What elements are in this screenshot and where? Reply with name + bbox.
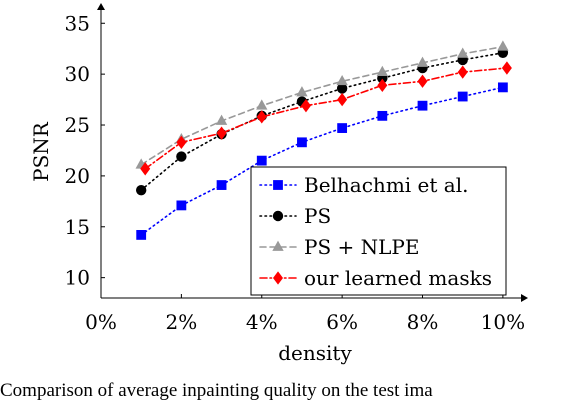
data-point [336, 74, 348, 86]
legend-marker [273, 271, 283, 285]
series-line [144, 67, 508, 170]
legend-marker [272, 210, 284, 222]
data-point [297, 137, 307, 148]
figure-caption: Comparison of average inpainting quality… [0, 381, 433, 400]
psnr-density-chart: 0% 2% 4% 6% 8% 10% 10 15 20 25 30 35 Belhachmi et a… [29, 3, 528, 365]
series-4 [140, 61, 512, 176]
series-3 [135, 40, 509, 169]
data-point [497, 82, 508, 93]
data-point [457, 47, 469, 58]
data-point [256, 110, 267, 124]
legend-entry: PS [259, 204, 331, 228]
x-tick-label: 2% [166, 310, 198, 334]
data-point [216, 126, 227, 140]
legend-entry: our learned masks [259, 266, 492, 290]
legend-marker [272, 240, 284, 251]
legend-label: PS [304, 204, 331, 228]
y-tick-label: 30 [65, 62, 90, 86]
x-tick-label: 10% [481, 310, 525, 334]
data-point [501, 61, 512, 75]
data-point [176, 200, 187, 211]
y-tick-label: 20 [65, 164, 90, 188]
data-point [256, 155, 267, 166]
y-axis-label: PSNR [29, 121, 53, 182]
x-tick-label: 8% [407, 310, 439, 334]
series-line [140, 51, 504, 191]
data-point [417, 74, 428, 88]
data-point [417, 100, 428, 111]
data-point [136, 230, 147, 240]
legend-entry: PS + NLPE [259, 235, 419, 259]
x-axis-label: density [278, 341, 352, 365]
data-point [377, 110, 388, 121]
legend-label: our learned masks [304, 266, 492, 290]
data-point [135, 184, 147, 196]
y-tick-label: 15 [65, 215, 90, 239]
data-point [215, 114, 228, 125]
y-tick-label: 10 [65, 266, 90, 290]
data-point [337, 92, 348, 107]
legend-box [250, 166, 507, 296]
x-tick-label: 6% [326, 310, 358, 334]
data-point [140, 162, 151, 176]
data-point [376, 65, 389, 77]
legend-label: PS + NLPE [304, 235, 419, 259]
series-1 [136, 82, 508, 240]
data-point [377, 78, 388, 93]
data-point [497, 40, 509, 51]
x-tick-label: 4% [246, 310, 278, 334]
legend-marker [273, 180, 283, 190]
data-point [300, 99, 311, 113]
legend-label: Belhachmi et al. [304, 173, 468, 197]
legend-entry: Belhachmi et al. [259, 173, 468, 197]
y-tick-label: 35 [65, 11, 90, 35]
data-point [337, 123, 348, 133]
data-point [176, 151, 187, 162]
data-point [296, 86, 308, 97]
data-point [176, 135, 187, 149]
data-point [216, 180, 227, 190]
series-line [140, 45, 504, 166]
data-point [457, 65, 468, 79]
data-point [457, 91, 468, 102]
x-tick-label: 0% [85, 310, 117, 334]
data-point [256, 99, 268, 110]
data-point [416, 56, 429, 67]
y-tick-label: 25 [65, 113, 90, 137]
